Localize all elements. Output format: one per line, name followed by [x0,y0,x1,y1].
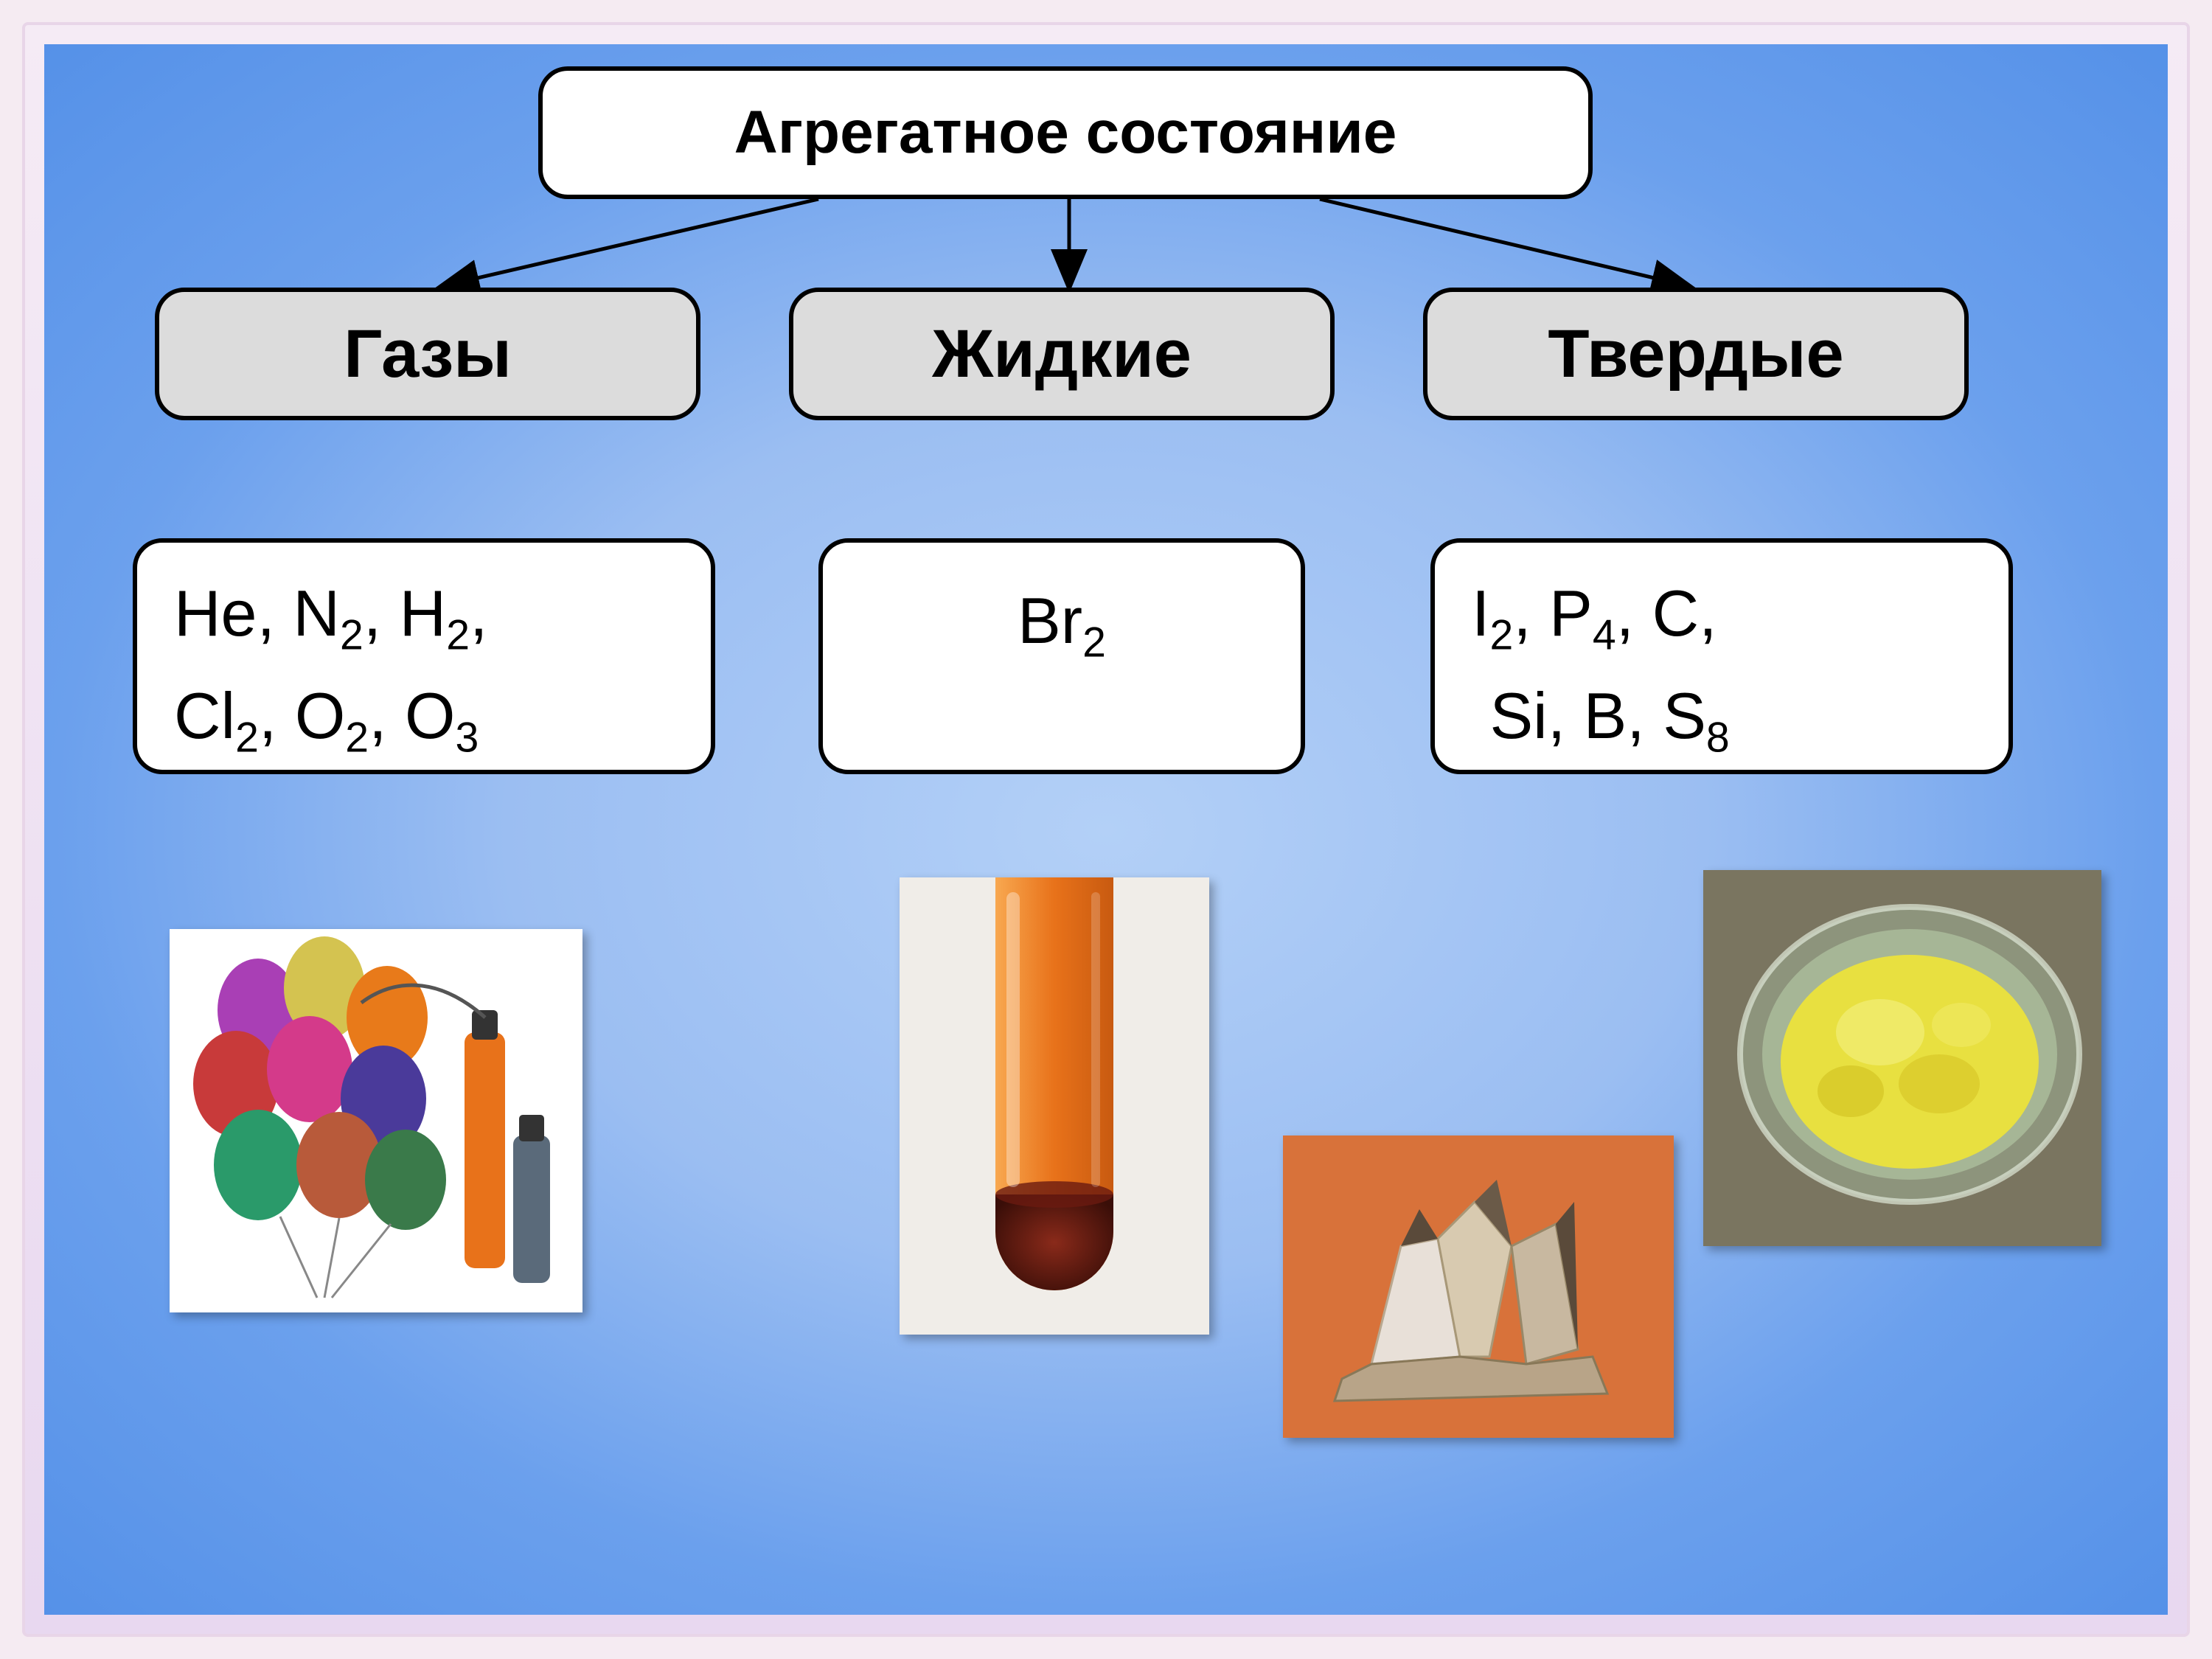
examples-liquid-text: Br2 [1018,572,1106,675]
balloons-icon [170,929,582,1312]
category-liquid: Жидкие [789,288,1335,420]
image-gas [170,929,582,1312]
image-sulfur [1703,870,2101,1246]
slide-canvas: Агрегатное состояние Газы Жидкие Твердые… [44,44,2168,1615]
sulfur-icon [1703,870,2101,1246]
examples-solid-text: I2, P4, C, Si, B, S8 [1472,565,1730,771]
examples-solid: I2, P4, C, Si, B, S8 [1430,538,2013,774]
image-liquid [900,877,1209,1335]
image-crystal [1283,1135,1674,1438]
category-gas: Газы [155,288,700,420]
category-solid-label: Твердые [1548,316,1843,393]
crystal-icon [1283,1135,1674,1438]
test-tube-icon [900,877,1209,1335]
category-solid: Твердые [1423,288,1969,420]
title-box: Агрегатное состояние [538,66,1593,199]
arrows-layer [44,44,2168,1615]
examples-liquid: Br2 [818,538,1305,774]
title-text: Агрегатное состояние [734,98,1397,167]
examples-gas-text: He, N2, H2,Cl2, O2, O3 [174,565,487,771]
category-liquid-label: Жидкие [932,316,1192,393]
examples-gas: He, N2, H2,Cl2, O2, O3 [133,538,715,774]
category-gas-label: Газы [344,316,512,393]
